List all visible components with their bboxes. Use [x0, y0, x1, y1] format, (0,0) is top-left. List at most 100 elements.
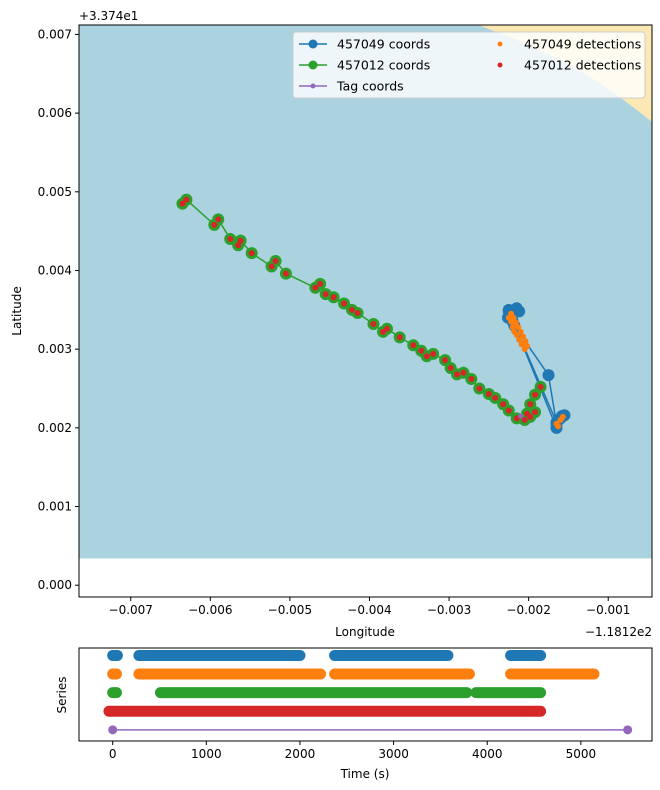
data-point	[330, 294, 337, 301]
y-axis-label: Latitude	[10, 286, 24, 335]
time-x-tick-label: 1000	[191, 747, 222, 761]
y-tick-label: 0.002	[38, 421, 72, 435]
time-x-tick-label: 0	[109, 747, 117, 761]
time-x-axis-label: Time (s)	[340, 767, 390, 781]
data-point	[430, 350, 437, 357]
y-tick-label: 0.000	[38, 578, 72, 592]
data-point	[248, 250, 255, 257]
data-point	[341, 300, 348, 307]
data-point	[517, 328, 524, 335]
y-tick-label: 0.004	[38, 263, 72, 277]
data-point	[447, 365, 454, 372]
data-point	[513, 415, 520, 422]
data-point	[520, 333, 527, 340]
time-x-tick-label: 2000	[285, 747, 316, 761]
time-x-tick-label: 4000	[472, 747, 503, 761]
y-axis: 0.000 0.001 0.002 0.003 0.004 0.005 0.006 0.007	[38, 27, 79, 592]
x-offset-label: −1.1812e2	[585, 625, 652, 639]
plot-frame	[78, 24, 653, 598]
data-point	[505, 407, 512, 414]
x-tick-label: −0.005	[268, 603, 312, 617]
legend-entry: 457049 coords	[299, 37, 430, 52]
data-point	[559, 413, 566, 420]
data-point	[527, 401, 534, 408]
series-457012-detections	[179, 196, 544, 423]
data-point	[215, 216, 222, 223]
y-tick-label: 0.007	[38, 27, 72, 41]
data-point	[183, 196, 190, 203]
legend-label: 457049 detections	[524, 37, 641, 52]
time-x-axis: 0 1000 2000 3000 4000 5000	[109, 741, 596, 761]
time-plot-frame	[78, 647, 653, 742]
data-point	[282, 270, 289, 277]
data-point	[513, 305, 526, 318]
data-point	[179, 200, 186, 207]
data-point	[537, 383, 544, 390]
data-point	[542, 369, 555, 382]
x-tick-label: −0.001	[586, 603, 630, 617]
data-point	[423, 353, 430, 360]
time-data-point	[108, 725, 118, 735]
data-point	[512, 319, 519, 326]
data-point	[476, 385, 483, 392]
data-point	[272, 258, 279, 265]
legend-marker	[308, 60, 318, 70]
data-point	[555, 423, 562, 430]
time-series-tag-coords	[108, 725, 633, 735]
data-point	[383, 325, 390, 332]
data-point	[396, 334, 403, 341]
data-point	[532, 391, 539, 398]
time-x-tick-label: 3000	[378, 747, 409, 761]
x-axis: −0.007 −0.006 −0.005 −0.004 −0.003 −0.002 −0.0…	[109, 597, 630, 617]
data-point	[532, 409, 539, 416]
x-tick-label: −0.003	[427, 603, 471, 617]
data-point	[468, 376, 475, 383]
data-point	[354, 309, 361, 316]
data-point	[227, 236, 234, 243]
data-point	[522, 338, 529, 345]
data-point	[454, 371, 461, 378]
legend-label: 457049 coords	[337, 37, 430, 52]
legend-label: 457012 coords	[337, 58, 430, 73]
data-point	[521, 416, 528, 423]
y-offset-label: +3.374e1	[79, 9, 138, 23]
data-point	[509, 324, 516, 331]
y-tick-label: 0.005	[38, 185, 72, 199]
time-data-point	[623, 725, 633, 735]
data-point	[235, 242, 242, 249]
data-point	[268, 263, 275, 270]
legend-marker	[497, 41, 503, 47]
legend-marker	[497, 62, 503, 68]
data-point	[510, 314, 517, 321]
data-point	[312, 284, 319, 291]
time-chart: 0 1000 2000 3000 4000 5000 Time (s) Series	[55, 647, 653, 781]
data-point	[515, 324, 522, 331]
legend-entry: 457012 coords	[299, 58, 430, 73]
legend-box	[292, 31, 646, 99]
x-tick-label: −0.007	[109, 603, 153, 617]
data-point	[524, 410, 531, 417]
data-point	[442, 357, 449, 364]
x-axis-label: Longitude	[335, 625, 395, 639]
water-area	[79, 25, 652, 559]
y-tick-label: 0.003	[38, 342, 72, 356]
time-x-tick-label: 5000	[566, 747, 597, 761]
data-point	[518, 413, 524, 419]
x-tick-label: −0.004	[347, 603, 391, 617]
legend-label: Tag coords	[336, 79, 404, 94]
data-point	[500, 401, 507, 408]
data-point	[237, 237, 244, 244]
data-point	[322, 291, 329, 298]
map-chart: −0.007 −0.006 −0.005 −0.004 −0.003 −0.002 −0.0…	[10, 9, 653, 639]
legend-entry: 457012 detections	[497, 58, 641, 73]
data-point	[317, 280, 324, 287]
y-tick-label: 0.006	[38, 106, 72, 120]
data-point	[485, 391, 492, 398]
series-457049-detections	[505, 310, 566, 430]
data-point	[211, 221, 218, 228]
legend-entry: 457049 detections	[497, 37, 641, 52]
time-marks	[103, 649, 633, 735]
data-point	[524, 343, 531, 350]
data-point	[348, 306, 355, 313]
